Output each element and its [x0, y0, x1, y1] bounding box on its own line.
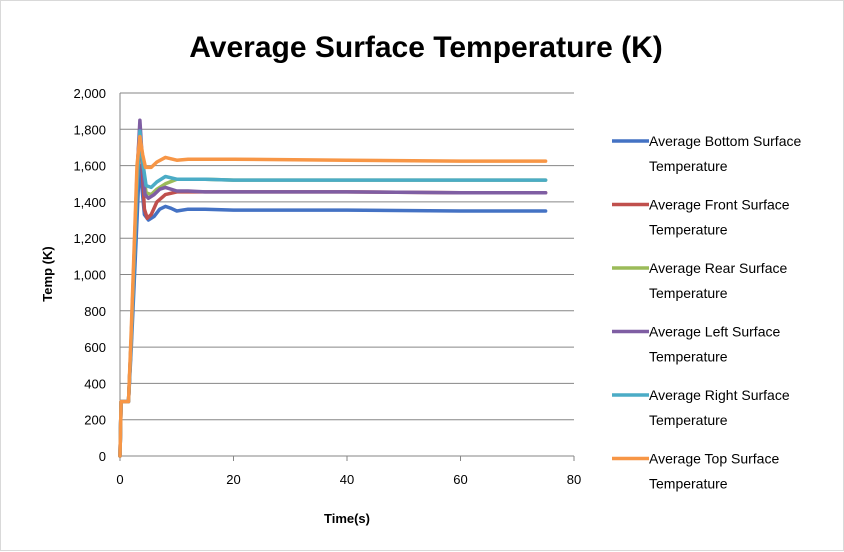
legend-label: Average Top Surface	[649, 451, 779, 467]
legend-label: Temperature	[649, 476, 728, 492]
gridlines	[120, 92, 574, 457]
axes: 02004006008001,0001,2001,4001,6001,8002,…	[73, 86, 581, 487]
y-tick-label: 1,000	[73, 268, 106, 283]
legend-label: Temperature	[649, 412, 728, 428]
y-tick-label: 2,000	[73, 86, 106, 101]
y-tick-label: 1,200	[73, 231, 106, 246]
x-tick-label: 80	[567, 472, 581, 487]
legend: Average Bottom Surface Temperature Average…	[612, 133, 801, 492]
chart-title: Average Surface Temperature (K)	[189, 31, 663, 64]
y-tick-label: 200	[84, 413, 106, 428]
y-tick-label: 800	[84, 304, 106, 319]
legend-label: Average Bottom Surface	[649, 133, 801, 149]
legend-label: Temperature	[649, 158, 728, 174]
legend-label: Temperature	[649, 349, 728, 365]
legend-label: Temperature	[649, 222, 728, 238]
legend-label: Temperature	[649, 285, 728, 301]
x-axis-label: Time(s)	[324, 511, 370, 526]
series-line-4	[118, 118, 548, 458]
legend-label: Average Rear Surface	[649, 260, 787, 276]
y-axis-label: Temp (K)	[40, 246, 55, 301]
legend-label: Average Front Surface	[649, 197, 790, 213]
legend-label: Average Right Surface	[649, 387, 790, 403]
series-line-2	[118, 123, 548, 458]
y-tick-label: 400	[84, 376, 106, 391]
y-tick-label: 1,400	[73, 195, 106, 210]
x-tick-label: 20	[226, 472, 240, 487]
y-tick-label: 600	[84, 340, 106, 355]
series-lines	[118, 118, 548, 458]
x-tick-label: 60	[453, 472, 467, 487]
y-tick-label: 1,600	[73, 159, 106, 174]
y-tick-label: 1,800	[73, 122, 106, 137]
x-tick-label: 40	[340, 472, 354, 487]
series-line-6	[118, 134, 548, 458]
y-tick-label: 0	[99, 449, 106, 464]
legend-label: Average Left Surface	[649, 324, 780, 340]
x-tick-label: 0	[116, 472, 123, 487]
series-line-5	[118, 129, 548, 458]
